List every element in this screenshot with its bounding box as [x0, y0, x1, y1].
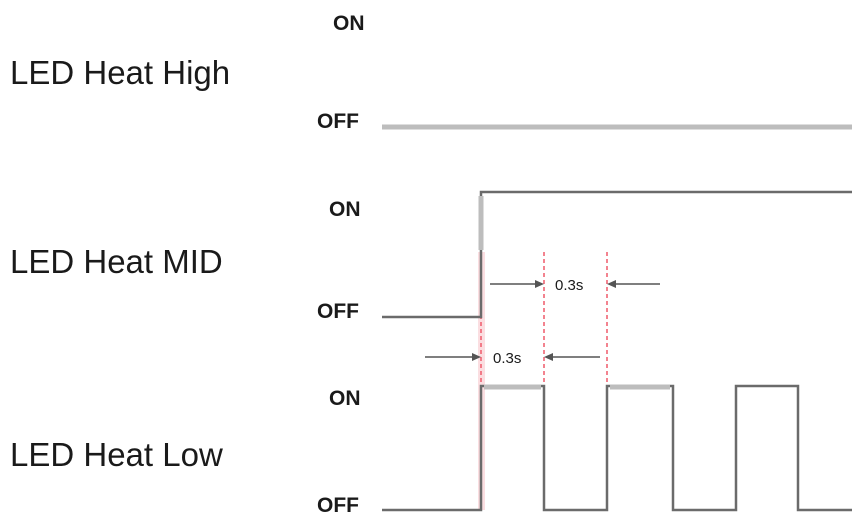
- row-led-heat-low: LED Heat Low ON OFF: [10, 384, 852, 517]
- interval-dimension-lower: 0.3s: [425, 350, 600, 367]
- on-label-led-heat-high: ON: [333, 12, 365, 35]
- off-label-led-heat-low: OFF: [317, 494, 359, 517]
- timing-guides: [478, 252, 608, 510]
- arrow-left-icon: [607, 280, 616, 288]
- row-label-led-heat-low: LED Heat Low: [10, 436, 223, 473]
- waveform-led-heat-low: [382, 384, 852, 512]
- waveform-led-heat-mid: [382, 190, 852, 319]
- arrow-right-icon: [535, 280, 544, 288]
- off-label-led-heat-high: OFF: [317, 110, 359, 133]
- row-label-led-heat-high: LED Heat High: [10, 54, 230, 91]
- interval-dimension-upper: 0.3s: [490, 277, 660, 294]
- row-led-heat-mid: LED Heat MID ON OFF: [10, 190, 852, 323]
- arrow-left-icon: [544, 353, 553, 361]
- on-label-led-heat-low: ON: [329, 387, 361, 410]
- row-led-heat-high: LED Heat High ON OFF: [10, 12, 852, 133]
- off-label-led-heat-mid: OFF: [317, 300, 359, 323]
- arrow-right-icon: [472, 353, 481, 361]
- on-label-led-heat-mid: ON: [329, 198, 361, 221]
- row-label-led-heat-mid: LED Heat MID: [10, 243, 223, 280]
- interval-label-lower: 0.3s: [493, 350, 521, 367]
- interval-label-upper: 0.3s: [555, 277, 583, 294]
